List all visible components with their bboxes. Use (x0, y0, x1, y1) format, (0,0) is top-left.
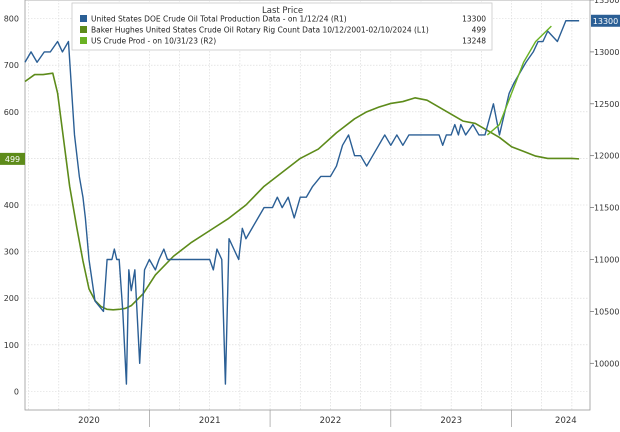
last-value-tag-right-bg (591, 14, 620, 27)
y-left-tick-label-0: 0 (14, 387, 19, 396)
legend-entry-3: US Crude Prod - on 10/31/23 (R2) (91, 37, 216, 46)
x-tick-label-2020: 2020 (78, 416, 100, 426)
series-layer (24, 20, 580, 385)
legend-value-1: 13300 (462, 15, 486, 24)
y-right-tick-label-11000: 11000 (594, 255, 619, 264)
y-right-tick-label-11500: 11500 (594, 204, 619, 213)
y-left-tick-label-200: 200 (4, 294, 19, 303)
series-line-3 (486, 25, 552, 136)
legend-value-3: 13248 (462, 37, 486, 46)
y-right-tick-label-12500: 12500 (594, 100, 619, 109)
x-tick-label-2024: 2024 (555, 416, 577, 426)
x-tick-label-2021: 2021 (199, 416, 221, 426)
y-right-tick-label-10000: 10000 (594, 359, 619, 368)
y-left-tick-label-800: 800 (4, 15, 19, 24)
legend-header: Last Price (262, 6, 303, 16)
y-left-tick-label-600: 600 (4, 108, 19, 117)
y-left-tick-label-700: 700 (4, 61, 19, 70)
axis-layer: 0100200300400500600700800100001050011000… (4, 0, 619, 427)
legend-swatch-1 (80, 15, 87, 22)
series-line-1 (24, 72, 580, 311)
last-value-tags: 499 13300 (0, 14, 620, 165)
grid-layer (25, 0, 590, 410)
legend-entry-1: United States DOE Crude Oil Total Produc… (91, 15, 347, 24)
x-tick-label-2022: 2022 (320, 416, 342, 426)
y-right-tick-label-12000: 12000 (594, 152, 619, 161)
last-value-tag-left-bg (0, 152, 25, 165)
legend-value-2: 499 (472, 26, 487, 35)
last-value-tag-right: 13300 (593, 17, 618, 26)
legend-box (71, 2, 493, 51)
last-value-tag-left: 499 (5, 155, 20, 164)
legend-entry-2: Baker Hughes United States Crude Oil Rot… (91, 26, 429, 35)
y-left-tick-label-400: 400 (4, 201, 19, 210)
y-right-tick-label-13500: 13500 (594, 0, 619, 5)
y-right-tick-label-13000: 13000 (594, 48, 619, 57)
legend-swatch-3 (80, 37, 87, 44)
series-line-2 (24, 20, 580, 385)
legend: Last Price United States DOE Crude Oil T… (71, 2, 493, 51)
y-left-tick-label-100: 100 (4, 341, 19, 350)
legend-swatch-2 (80, 26, 87, 33)
y-left-tick-label-300: 300 (4, 248, 19, 257)
y-right-tick-label-10500: 10500 (594, 307, 619, 316)
x-tick-label-2023: 2023 (440, 416, 462, 426)
